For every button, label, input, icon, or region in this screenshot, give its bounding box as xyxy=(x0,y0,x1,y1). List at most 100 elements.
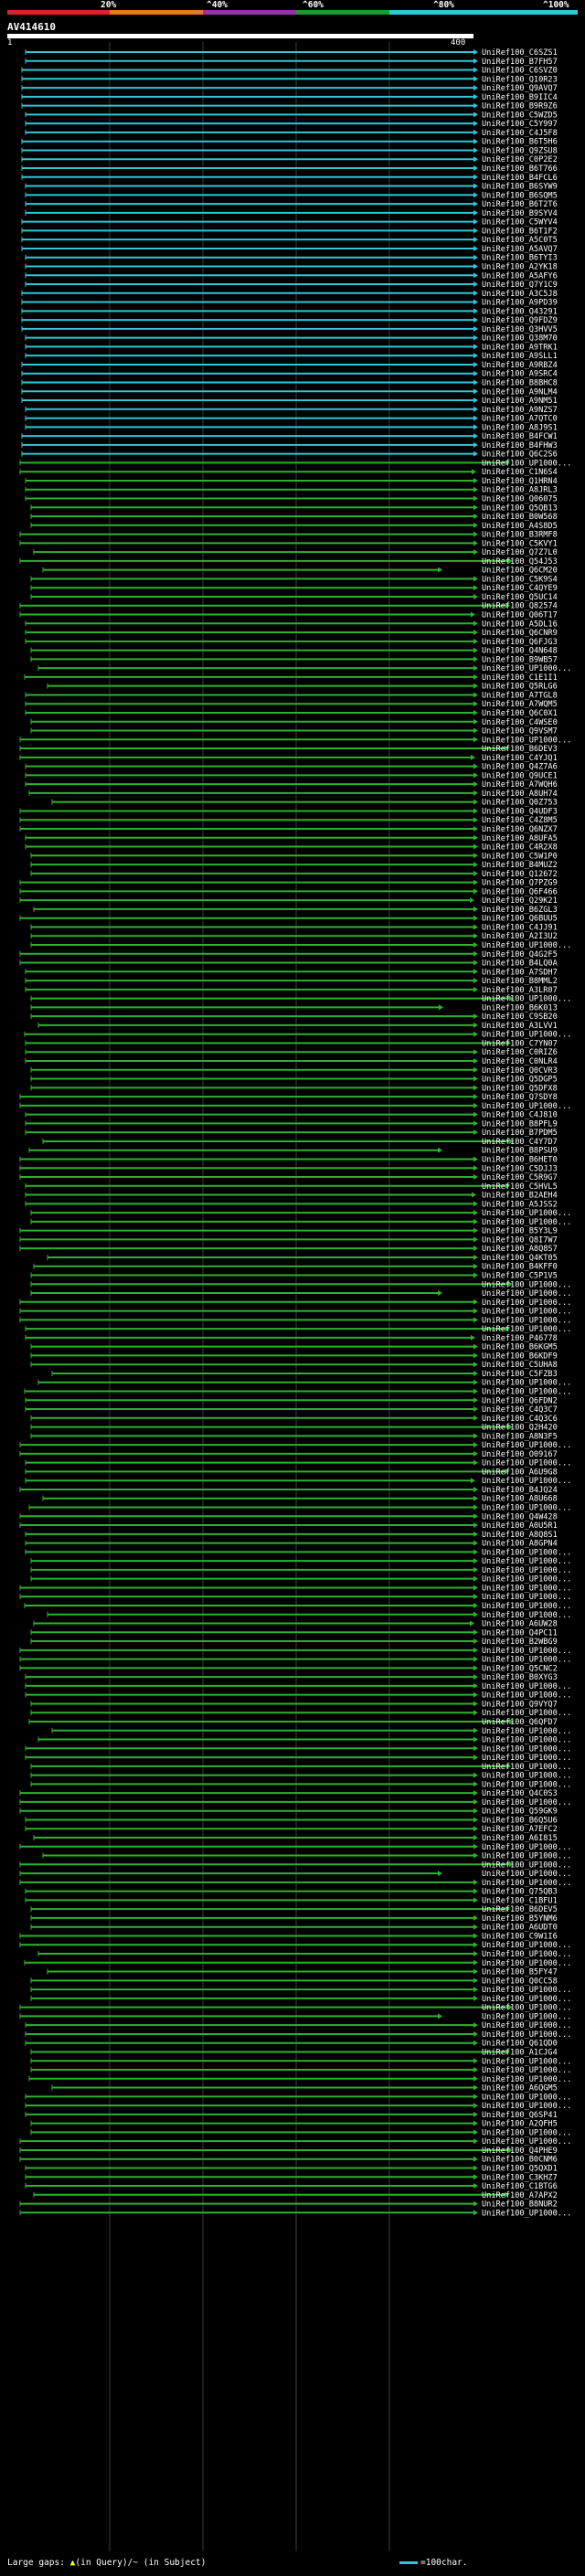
hit-label[interactable]: UniRef100_A8GPN4 xyxy=(482,1540,558,1549)
hit-label[interactable]: UniRef100_UP1000... xyxy=(482,1388,571,1397)
hit-label[interactable]: UniRef100_A9NM51 xyxy=(482,397,558,406)
hit-label[interactable]: UniRef100_A2YK18 xyxy=(482,262,558,271)
hit-label[interactable]: UniRef100_B6SYW9 xyxy=(482,183,558,192)
hit-label[interactable]: UniRef100_A6U9G8 xyxy=(482,1468,558,1477)
hit-label[interactable]: UniRef100_C7YN07 xyxy=(482,1039,558,1048)
hit-label[interactable]: UniRef100_A6I815 xyxy=(482,1834,558,1843)
hit-label[interactable]: UniRef100_UP1000... xyxy=(482,1870,571,1879)
hit-label[interactable]: UniRef100_UP1000... xyxy=(482,1754,571,1763)
hit-label[interactable]: UniRef100_A9SLL1 xyxy=(482,352,558,361)
hit-label[interactable]: UniRef100_UP1000... xyxy=(482,1548,571,1557)
hit-label[interactable]: UniRef100_UP1000... xyxy=(482,1798,571,1807)
hit-label[interactable]: UniRef100_UP1000... xyxy=(482,1744,571,1754)
hit-label[interactable]: UniRef100_UP1000... xyxy=(482,2021,571,2030)
hit-label[interactable]: UniRef100_UP1000... xyxy=(482,1209,571,1218)
hit-label[interactable]: UniRef100_UP1000... xyxy=(482,1852,571,1861)
hit-label[interactable]: UniRef100_P46778 xyxy=(482,1334,558,1343)
hit-label[interactable]: UniRef100_B4FHW3 xyxy=(482,441,558,451)
hit-label[interactable]: UniRef100_B8BHC8 xyxy=(482,378,558,387)
hit-label[interactable]: UniRef100_C4YJQ1 xyxy=(482,754,558,763)
hit-label[interactable]: UniRef100_B4MUZ2 xyxy=(482,861,558,870)
hit-label[interactable]: UniRef100_UP1000... xyxy=(482,2057,571,2066)
hit-label[interactable]: UniRef100_Q6C2S6 xyxy=(482,451,558,460)
hit-label[interactable]: UniRef100_UP1000... xyxy=(482,1611,571,1620)
hit-label[interactable]: UniRef100_B0XYG3 xyxy=(482,1673,558,1682)
hit-label[interactable]: UniRef100_UP1000... xyxy=(482,1280,571,1289)
hit-label[interactable]: UniRef100_UP1000... xyxy=(482,1316,571,1325)
hit-label[interactable]: UniRef100_C5P1V5 xyxy=(482,1271,558,1280)
hit-label[interactable]: UniRef100_Q4Z7A6 xyxy=(482,763,558,772)
hit-label[interactable]: UniRef100_UP1000... xyxy=(482,1299,571,1308)
hit-label[interactable]: UniRef100_A7QTC0 xyxy=(482,415,558,424)
hit-label[interactable]: UniRef100_Q4UDF3 xyxy=(482,807,558,816)
hit-label[interactable]: UniRef100_A9NZS7 xyxy=(482,406,558,415)
hit-label[interactable]: UniRef100_Q75QB3 xyxy=(482,1888,558,1897)
hit-label[interactable]: UniRef100_B6SQM5 xyxy=(482,191,558,200)
hit-label[interactable]: UniRef100_Q5RLG6 xyxy=(482,683,558,692)
hit-label[interactable]: UniRef100_C5WYV4 xyxy=(482,218,558,228)
hit-label[interactable]: UniRef100_UP1000... xyxy=(482,1289,571,1299)
hit-label[interactable]: UniRef100_UP1000... xyxy=(482,736,571,745)
hit-label[interactable]: UniRef100_C0NLR4 xyxy=(482,1057,558,1066)
hit-label[interactable]: UniRef100_UP1000... xyxy=(482,1780,571,1789)
hit-label[interactable]: UniRef100_B7FH57 xyxy=(482,58,558,67)
hit-label[interactable]: UniRef100_A7TGL8 xyxy=(482,691,558,700)
hit-label[interactable]: UniRef100_C1E1I1 xyxy=(482,673,558,683)
hit-label[interactable]: UniRef100_Q6FDN2 xyxy=(482,1396,558,1405)
hit-label[interactable]: UniRef100_Q6FJG3 xyxy=(482,638,558,647)
hit-label[interactable]: UniRef100_A8Q8S7 xyxy=(482,1245,558,1254)
hit-label[interactable]: UniRef100_C4R2X8 xyxy=(482,843,558,853)
hit-label[interactable]: UniRef100_B5Y3L9 xyxy=(482,1227,558,1236)
hit-label[interactable]: UniRef100_Q6C0X1 xyxy=(482,709,558,718)
hit-label[interactable]: UniRef100_Q0Z753 xyxy=(482,799,558,808)
hit-label[interactable]: UniRef100_UP1000... xyxy=(482,1504,571,1513)
hit-label[interactable]: UniRef100_A5C0T5 xyxy=(482,236,558,245)
hit-label[interactable]: UniRef100_UP1000... xyxy=(482,1656,571,1665)
hit-label[interactable]: UniRef100_Q9AVQ7 xyxy=(482,84,558,93)
hit-label[interactable]: UniRef100_B6DEV3 xyxy=(482,745,558,754)
hit-label[interactable]: UniRef100_A2QFH5 xyxy=(482,2120,558,2129)
hit-label[interactable]: UniRef100_Q9UCE1 xyxy=(482,771,558,780)
hit-label[interactable]: UniRef100_A6UDT0 xyxy=(482,1924,558,1933)
hit-label[interactable]: UniRef100_UP1000... xyxy=(482,2066,571,2075)
hit-label[interactable]: UniRef100_UP1000... xyxy=(482,1584,571,1593)
hit-label[interactable]: UniRef100_A3LR07 xyxy=(482,986,558,995)
hit-label[interactable]: UniRef100_Q7SDY8 xyxy=(482,1093,558,1102)
query-name[interactable]: AV414610 xyxy=(7,21,56,33)
hit-label[interactable]: UniRef100_UP1000... xyxy=(482,1995,571,2004)
hit-label[interactable]: UniRef100_Q5QB13 xyxy=(482,504,558,513)
hit-label[interactable]: UniRef100_B6KDF9 xyxy=(482,1352,558,1361)
hit-label[interactable]: UniRef100_Q43291 xyxy=(482,307,558,316)
hit-label[interactable]: UniRef100_B7PDM5 xyxy=(482,1129,558,1138)
hit-label[interactable]: UniRef100_A7SDH7 xyxy=(482,968,558,977)
hit-label[interactable]: UniRef100_A9RBZ4 xyxy=(482,361,558,370)
hit-label[interactable]: UniRef100_Q82574 xyxy=(482,602,558,611)
hit-label[interactable]: UniRef100_A5AVQ7 xyxy=(482,245,558,254)
hit-label[interactable]: UniRef100_B6T1F2 xyxy=(482,227,558,236)
hit-label[interactable]: UniRef100_B5FY47 xyxy=(482,1968,558,1977)
hit-label[interactable]: UniRef100_Q10R23 xyxy=(482,75,558,84)
hit-label[interactable]: UniRef100_C4J5F8 xyxy=(482,129,558,138)
hit-label[interactable]: UniRef100_A8J9S1 xyxy=(482,423,558,432)
hit-label[interactable]: UniRef100_B0CNM6 xyxy=(482,2156,558,2165)
hit-label[interactable]: UniRef100_C5UHA8 xyxy=(482,1361,558,1370)
hit-label[interactable]: UniRef100_C1BFU1 xyxy=(482,1896,558,1905)
hit-label[interactable]: UniRef100_B4KFF0 xyxy=(482,1263,558,1272)
hit-label[interactable]: UniRef100_Q06075 xyxy=(482,495,558,504)
hit-label[interactable]: UniRef100_Q12672 xyxy=(482,870,558,879)
hit-label[interactable]: UniRef100_B6DEV5 xyxy=(482,1905,558,1914)
hit-label[interactable]: UniRef100_UP1000... xyxy=(482,1736,571,1745)
hit-label[interactable]: UniRef100_UP1000... xyxy=(482,2209,571,2218)
hit-label[interactable]: UniRef100_A1CJG4 xyxy=(482,2048,558,2057)
hit-label[interactable]: UniRef100_Q6CNR9 xyxy=(482,629,558,638)
hit-label[interactable]: UniRef100_Q6CM20 xyxy=(482,567,558,576)
hit-label[interactable]: UniRef100_UP1000... xyxy=(482,1102,571,1111)
hit-label[interactable]: UniRef100_UP1000... xyxy=(482,2004,571,2013)
hit-label[interactable]: UniRef100_A8JRL3 xyxy=(482,486,558,495)
hit-label[interactable]: UniRef100_A0U5R1 xyxy=(482,1521,558,1531)
hit-label[interactable]: UniRef100_C5K9S4 xyxy=(482,575,558,584)
hit-label[interactable]: UniRef100_UP1000... xyxy=(482,1218,571,1227)
hit-label[interactable]: UniRef100_UP1000... xyxy=(482,1691,571,1701)
hit-label[interactable]: UniRef100_A7EFC2 xyxy=(482,1825,558,1834)
hit-label[interactable]: UniRef100_B6T2T6 xyxy=(482,200,558,209)
